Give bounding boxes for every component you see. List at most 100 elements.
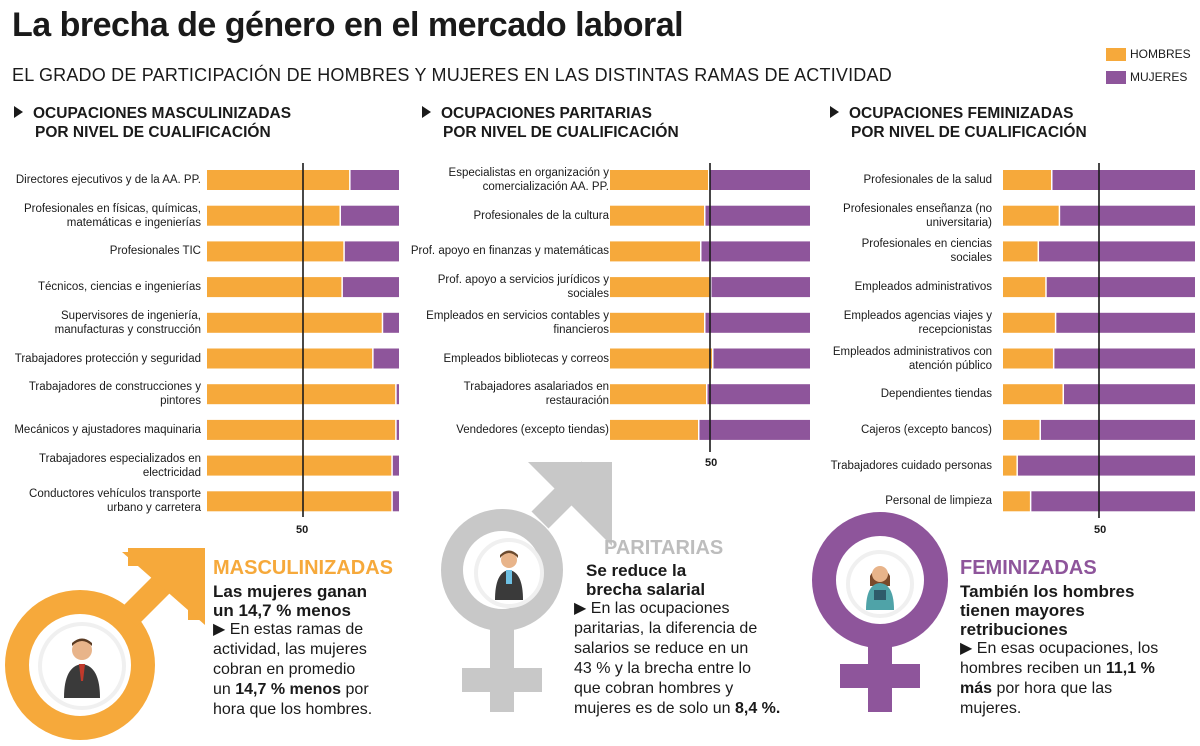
panel-body-text: hombres reciben un (960, 660, 1106, 677)
panel-body-text: un (213, 681, 236, 698)
category-label-par-0: Especialistas en organización y comercia… (448, 167, 609, 193)
bar-masc-mujeres-6 (396, 384, 399, 405)
legend-label-hombres: HOMBRES (1130, 47, 1191, 61)
category-label-fem-3: Empleados administrativos (854, 281, 992, 294)
category-label-masc-6: Trabajadores de construcciones y pintore… (28, 381, 201, 408)
section-line2: POR NIVEL DE CUALIFICACIÓN (443, 124, 679, 141)
panel-body-highlight: más (960, 680, 993, 697)
category-label-masc-8: Trabajadores especializados en electrici… (39, 452, 201, 479)
bar-fem-hombres-1 (1003, 205, 1059, 226)
category-label-fem-1: Profesionales enseñanza (no universitari… (843, 202, 992, 229)
panel-sub-line: brecha salarial (586, 580, 706, 599)
bar-par-hombres-4 (610, 312, 704, 333)
bar-fem-mujeres-5 (1054, 348, 1195, 369)
panel-paritarias: PARITARIAS Se reduce la brecha salarial … (574, 537, 824, 719)
category-label-masc-7: Mecánicos y ajustadores maquinaria (14, 423, 201, 436)
bar-masc-hombres-1 (207, 205, 340, 226)
bar-fem-mujeres-9 (1031, 491, 1195, 512)
panel-body-line: En estas ramas de (229, 621, 364, 638)
category-label-fem-2: Profesionales en ciencias sociales (861, 238, 992, 265)
businessman-avatar (38, 622, 126, 710)
category-label-fem-5: Empleados administrativos con atención p… (832, 345, 992, 372)
panel-body: ▶ En las ocupaciones paritarias, la dife… (574, 599, 824, 719)
panel-sub-line: Se reduce la (586, 561, 687, 580)
panel-sub-line: Las mujeres ganan (213, 582, 368, 601)
bar-par-hombres-6 (610, 384, 706, 405)
panel-sub-line: También los hombres (960, 582, 1135, 601)
legend-hombres: HOMBRES (1106, 47, 1191, 61)
play-icon: ▶ (574, 600, 587, 617)
bar-par-mujeres-4 (705, 312, 810, 333)
category-label-masc-2: Profesionales TIC (109, 245, 201, 258)
category-label-par-2: Prof. apoyo en finanzas y matemáticas (410, 245, 609, 258)
section-line1: OCUPACIONES FEMINIZADAS (849, 105, 1074, 122)
legend-swatch-hombres (1106, 47, 1126, 61)
bar-fem-mujeres-0 (1052, 170, 1195, 190)
panel-body-line: actividad, las mujeres (213, 641, 367, 658)
play-icon: ▶ (213, 621, 226, 638)
play-icon: ▶ (960, 640, 973, 657)
bar-par-hombres-7 (610, 419, 698, 440)
category-label-masc-0: Directores ejecutivos y de la AA. PP. (15, 174, 201, 186)
page-subtitle: EL GRADO DE PARTICIPACIÓN DE HOMBRES Y M… (12, 65, 892, 85)
panel-subheading: Se reduce la brecha salarial (574, 561, 824, 599)
panel-body-line: 43 % y la brecha entre lo (574, 660, 751, 677)
panel-heading: FEMINIZADAS (960, 557, 1097, 579)
triangle-icon (14, 105, 23, 118)
bar-masc-hombres-3 (207, 277, 342, 298)
category-label-fem-8: Trabajadores cuidado personas (830, 459, 992, 472)
category-label-masc-5: Trabajadores protección y seguridad (14, 352, 201, 365)
panel-heading: PARITARIAS (604, 537, 724, 559)
panel-body-text: por hora que las (992, 680, 1113, 697)
bar-masc-hombres-8 (207, 455, 392, 476)
bar-fem-hombres-9 (1003, 491, 1030, 512)
bar-masc-mujeres-9 (392, 491, 399, 512)
bar-fem-hombres-6 (1003, 384, 1063, 405)
bar-par-mujeres-0 (709, 170, 810, 190)
category-label-par-6: Trabajadores asalariados en restauración (463, 381, 609, 408)
panel-body-line: En las ocupaciones (590, 600, 730, 617)
chart-par-fifty-tick: 50 (705, 457, 718, 469)
bar-masc-hombres-7 (207, 419, 396, 440)
bar-masc-hombres-6 (207, 384, 396, 405)
category-label-masc-1: Profesionales en físicas, químicas, mate… (23, 202, 201, 229)
section-header-feminizadas: OCUPACIONES FEMINIZADAS POR NIVEL DE CUA… (830, 104, 1087, 142)
panel-subheading: Las mujeres ganan un 14,7 % menos (213, 582, 413, 620)
category-label-par-4: Empleados en servicios contables y finan… (426, 309, 609, 336)
bar-par-mujeres-5 (713, 348, 810, 369)
bar-par-hombres-1 (610, 205, 704, 226)
panel-body-line: cobran en promedio (213, 661, 356, 678)
bar-fem-mujeres-7 (1040, 419, 1195, 440)
legend-mujeres: MUJERES (1106, 70, 1187, 84)
bar-masc-mujeres-0 (350, 170, 399, 190)
bar-masc-mujeres-1 (340, 205, 399, 226)
bar-fem-mujeres-4 (1056, 312, 1195, 333)
chart-fem-fifty-tick: 50 (1094, 524, 1107, 536)
category-label-fem-9: Personal de limpieza (885, 495, 992, 508)
bar-fem-hombres-0 (1003, 170, 1051, 190)
bar-fem-hombres-4 (1003, 312, 1055, 333)
panel-body: ▶ En estas ramas de actividad, las mujer… (213, 620, 413, 720)
section-header-paritarias: OCUPACIONES PARITARIAS POR NIVEL DE CUAL… (422, 104, 679, 142)
category-label-masc-4: Supervisores de ingeniería, manufacturas… (54, 309, 201, 336)
category-label-par-3: Prof. apoyo a servicios jurídicos y soci… (437, 274, 609, 301)
bar-fem-hombres-5 (1003, 348, 1053, 369)
bar-par-mujeres-3 (711, 277, 810, 298)
legend-swatch-mujeres (1106, 70, 1126, 84)
person-avatar (474, 538, 544, 608)
bar-masc-mujeres-5 (373, 348, 399, 369)
category-label-par-7: Vendedores (excepto tiendas) (456, 423, 609, 436)
bar-fem-hombres-8 (1003, 455, 1017, 476)
category-label-fem-0: Profesionales de la salud (863, 174, 993, 186)
bar-par-mujeres-6 (707, 384, 810, 405)
triangle-icon (422, 105, 431, 118)
bar-masc-mujeres-8 (392, 455, 399, 476)
panel-body-highlight: 14,7 % menos (235, 681, 342, 698)
bar-par-mujeres-1 (705, 205, 810, 226)
panel-body-line: hora que los hombres. (213, 701, 373, 718)
panel-sub-line: tienen mayores (960, 601, 1085, 620)
bar-fem-mujeres-8 (1017, 455, 1195, 476)
panel-subheading: También los hombres tienen mayores retri… (960, 582, 1198, 639)
panel-body-line: En esas ocupaciones, los (976, 640, 1159, 657)
panel-body-text: por (341, 681, 369, 698)
